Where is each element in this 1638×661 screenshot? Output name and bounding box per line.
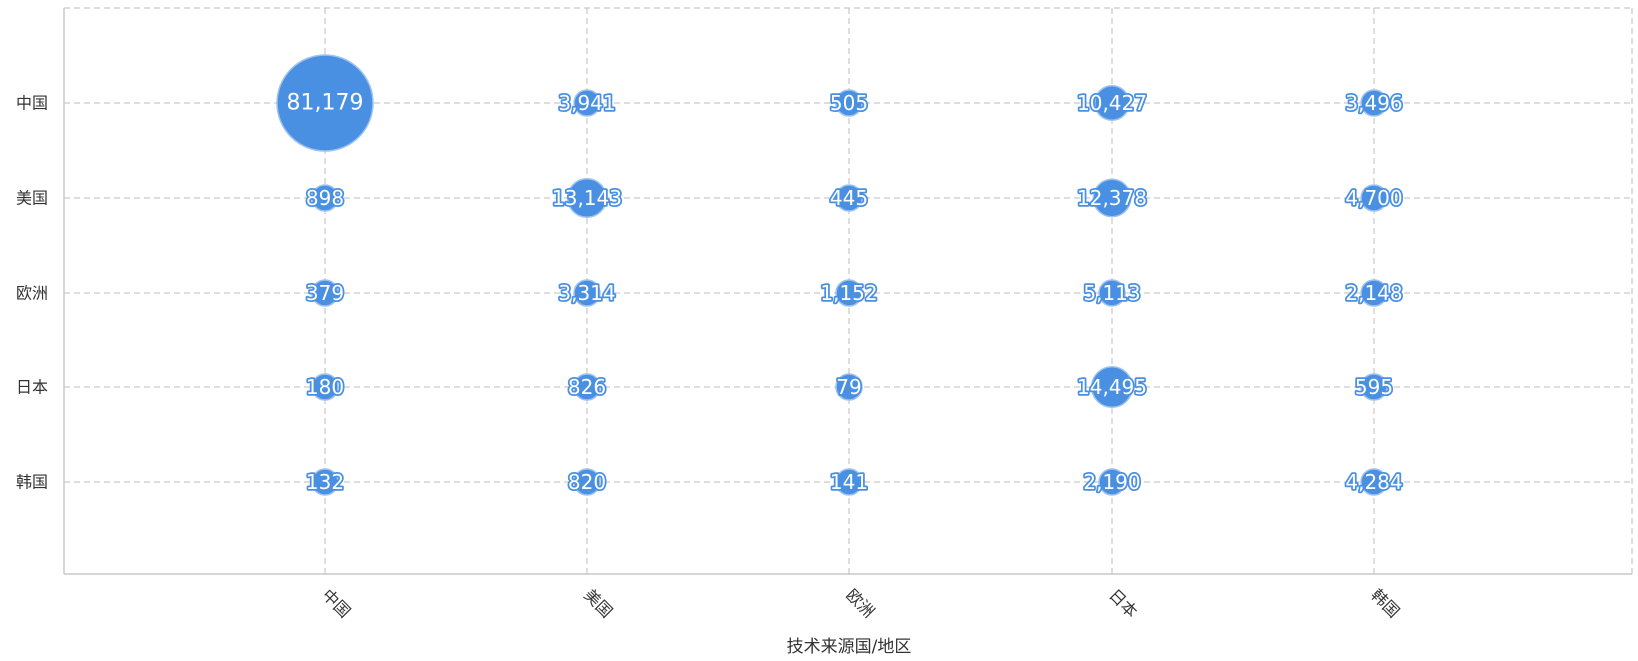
bubble-point[interactable] — [1094, 85, 1130, 121]
bubble-value-label: 132 — [306, 470, 344, 494]
bubble-point[interactable] — [276, 54, 374, 152]
bubble-point[interactable] — [311, 184, 339, 212]
bubble-value-label: 2,190 — [1083, 470, 1140, 494]
bubble-point[interactable] — [835, 279, 863, 307]
bubble-point[interactable] — [1360, 279, 1388, 307]
bubble-value-label: 4,700 — [1345, 186, 1402, 210]
bubble-value-label: 595 — [1355, 375, 1393, 399]
bubble-value-label: 445 — [830, 186, 868, 210]
bubble-value-label: 2,148 — [1345, 281, 1402, 305]
bubble-value-label: 5,113 — [1083, 281, 1140, 305]
y-tick-label: 欧洲 — [16, 284, 48, 303]
bubble-point[interactable] — [835, 184, 863, 212]
bubble-value-label: 10,427 — [1077, 91, 1147, 115]
bubble-point[interactable] — [573, 279, 601, 307]
bubble-point[interactable] — [311, 373, 339, 401]
y-tick-label: 美国 — [16, 189, 48, 208]
y-tick-label: 日本 — [16, 378, 48, 397]
x-tick-label: 韩国 — [1367, 585, 1403, 621]
bubble-value-label: 505 — [830, 91, 868, 115]
x-tick-label: 美国 — [580, 585, 616, 621]
y-tick-label: 中国 — [16, 94, 48, 113]
label-layer: 81,179 3,941 505 10,427 3,496 898 13,143 445 12,… — [287, 89, 1405, 496]
x-tick-label: 中国 — [318, 585, 354, 621]
bubble-value-label: 79 — [836, 375, 861, 399]
y-tick-label: 韩国 — [16, 473, 48, 492]
x-tick-label: 日本 — [1105, 585, 1141, 621]
bubble-value-label: 3,941 — [558, 91, 615, 115]
bubble-value-label: 1,152 — [820, 281, 877, 305]
bubble-point[interactable] — [311, 468, 339, 496]
bubble-point[interactable] — [573, 373, 601, 401]
bubble-layer — [276, 54, 1388, 496]
bubble-point[interactable] — [1360, 373, 1388, 401]
bubble-point[interactable] — [835, 373, 863, 401]
bubble-value-label: 379 — [306, 281, 344, 305]
bubble-value-label: 180 — [306, 375, 344, 399]
x-tick-label: 欧洲 — [842, 585, 878, 621]
bubble-value-label: 141 — [830, 470, 868, 494]
bubble-value-label: 826 — [568, 375, 606, 399]
bubble-value-label: 13,143 — [552, 186, 622, 210]
bubble-point[interactable] — [835, 468, 863, 496]
bubble-point[interactable] — [1360, 89, 1388, 117]
bubble-point[interactable] — [573, 89, 601, 117]
bubble-value-label: 4,284 — [1345, 470, 1402, 494]
bubble-value-label: 12,378 — [1077, 186, 1147, 210]
bubble-point[interactable] — [1098, 279, 1126, 307]
bubble-point[interactable] — [1090, 365, 1134, 409]
bubble-point[interactable] — [573, 468, 601, 496]
bubble-value-label: 820 — [568, 470, 606, 494]
bubble-point[interactable] — [1098, 468, 1126, 496]
bubble-value-label: 81,179 — [287, 91, 364, 116]
bubble-value-label: 14,495 — [1077, 375, 1147, 399]
bubble-value-label: 3,496 — [1345, 91, 1402, 115]
bubble-value-label: 898 — [306, 186, 344, 210]
bubble-value-label: 3,314 — [558, 281, 615, 305]
bubble-point[interactable] — [1360, 184, 1388, 212]
x-axis-title: 技术来源国/地区 — [787, 637, 912, 657]
bubble-point[interactable] — [566, 177, 608, 219]
bubble-point[interactable] — [835, 89, 863, 117]
bubble-point[interactable] — [1092, 178, 1132, 218]
bubble-point[interactable] — [311, 279, 339, 307]
bubble-point[interactable] — [1360, 468, 1388, 496]
